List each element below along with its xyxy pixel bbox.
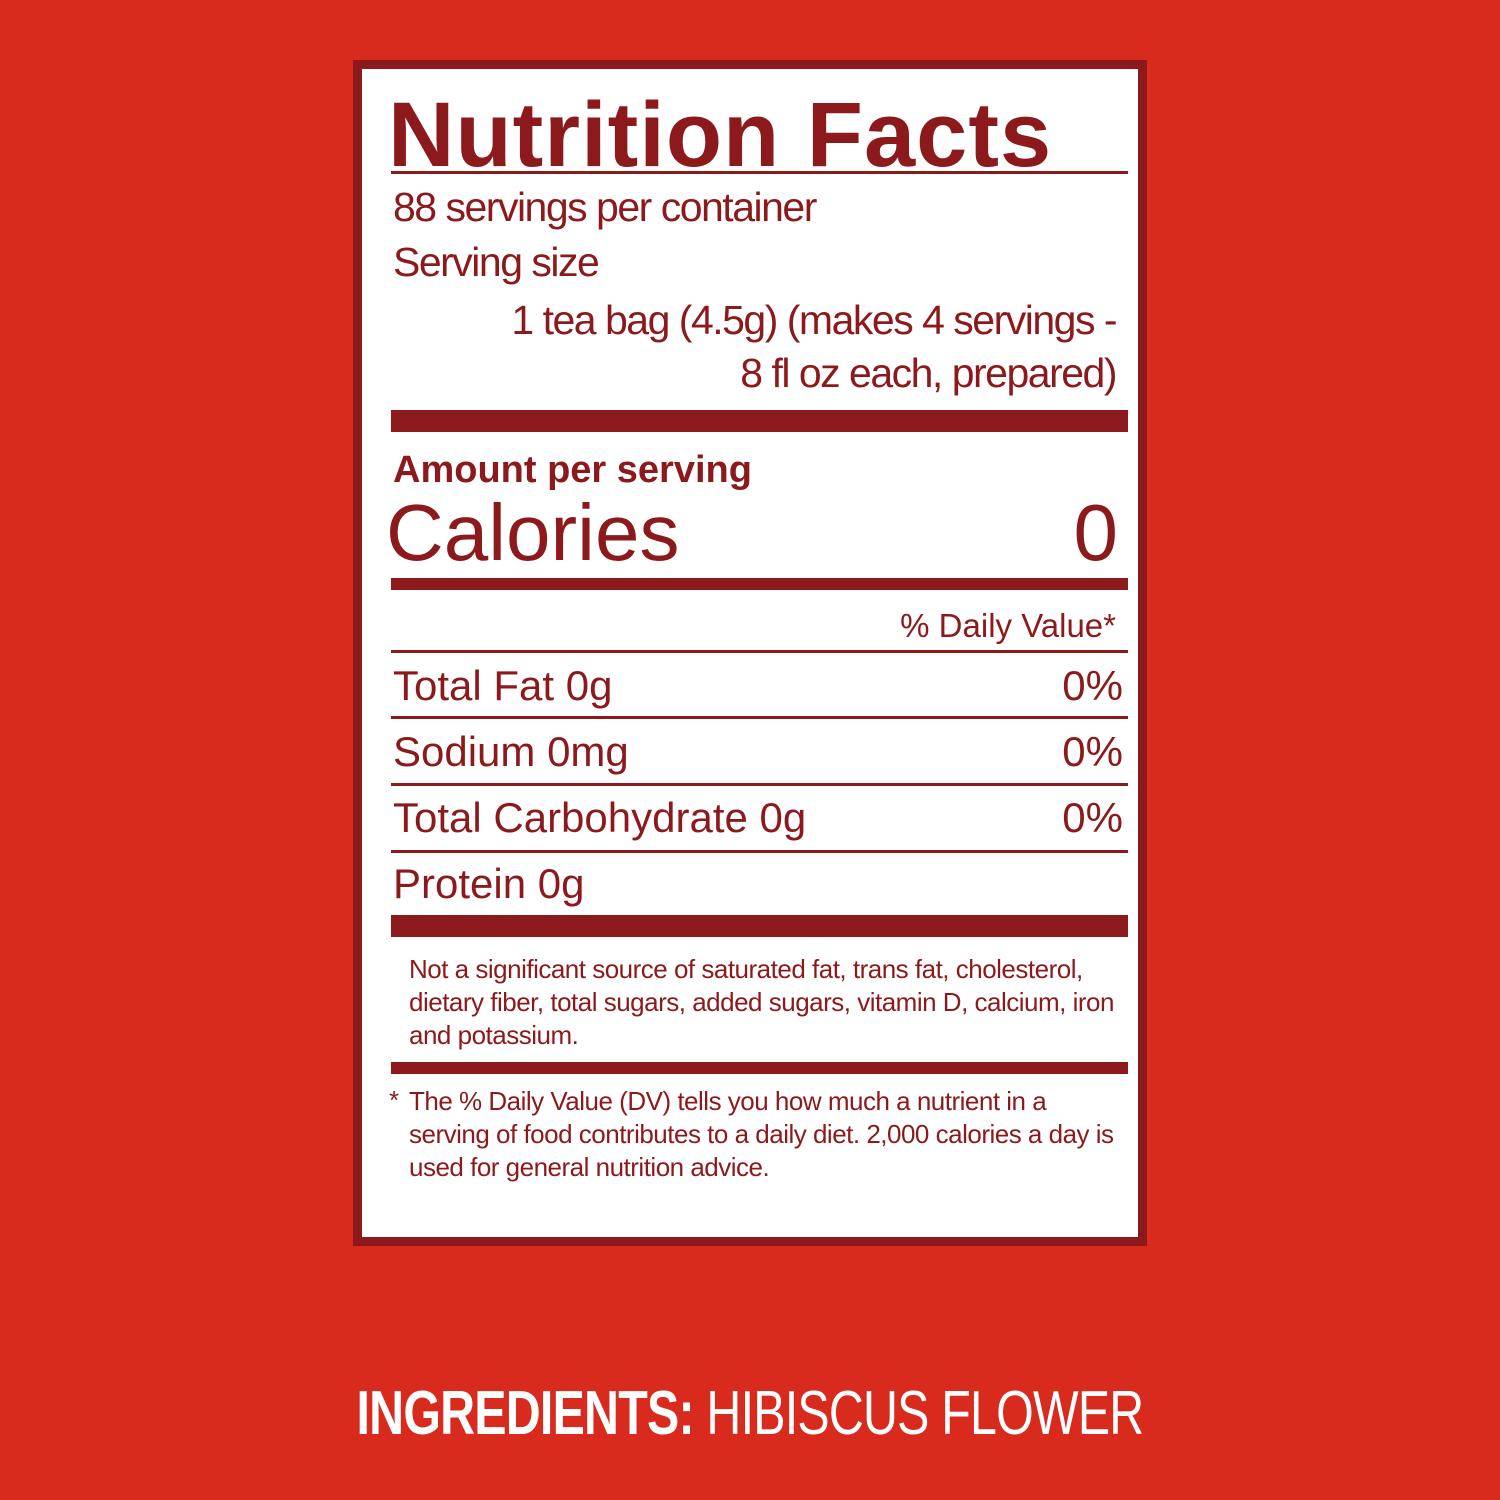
footnote-star: * bbox=[389, 1085, 399, 1115]
nutrient-name: Protein 0g bbox=[393, 860, 585, 907]
divider bbox=[391, 716, 1128, 719]
divider bbox=[391, 783, 1128, 786]
amount-per-serving: Amount per serving bbox=[393, 449, 752, 491]
servings-per-container: 88 servings per container bbox=[393, 184, 817, 230]
nutrient-dv: 0% bbox=[1062, 794, 1123, 841]
not-significant-note: Not a significant source of saturated fa… bbox=[409, 954, 1114, 1050]
thick-divider bbox=[391, 915, 1128, 937]
serving-size-line1: 1 tea bag (4.5g) (makes 4 servings - bbox=[511, 297, 1117, 343]
ingredients-label: INGREDIENTS: bbox=[356, 1379, 695, 1448]
nutrition-facts-panel: Nutrition Facts 88 servings per containe… bbox=[353, 60, 1147, 1246]
ingredients-line: INGREDIENTS: HIBISCUS FLOWER bbox=[165, 1378, 1335, 1449]
ingredients-value: HIBISCUS FLOWER bbox=[706, 1379, 1144, 1448]
daily-value-footnote: The % Daily Value (DV) tells you how muc… bbox=[409, 1086, 1114, 1182]
serving-size-line2: 8 fl oz each, prepared) bbox=[740, 350, 1117, 396]
daily-value-header: % Daily Value* bbox=[900, 607, 1116, 644]
nutrient-name: Total Carbohydrate 0g bbox=[393, 794, 807, 841]
nutrient-dv: 0% bbox=[1062, 728, 1123, 775]
medium-divider bbox=[391, 578, 1128, 590]
divider bbox=[391, 650, 1128, 653]
divider bbox=[391, 171, 1128, 174]
thick-divider bbox=[391, 410, 1128, 432]
medium-divider bbox=[391, 1062, 1128, 1074]
calories-value: 0 bbox=[1073, 488, 1119, 577]
calories-label: Calories bbox=[386, 488, 680, 577]
divider bbox=[391, 850, 1128, 853]
nutrition-facts-title: Nutrition Facts bbox=[388, 84, 1053, 186]
nutrient-dv: 0% bbox=[1062, 662, 1123, 709]
nutrient-name: Total Fat 0g bbox=[393, 662, 613, 709]
serving-size-label: Serving size bbox=[393, 239, 600, 285]
nutrient-name: Sodium 0mg bbox=[393, 728, 629, 775]
